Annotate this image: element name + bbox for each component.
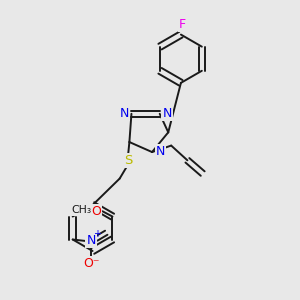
Text: S: S [124, 154, 132, 167]
Text: O⁻: O⁻ [83, 257, 100, 271]
Text: F: F [178, 18, 186, 31]
Text: +: + [93, 229, 101, 238]
Text: CH₃: CH₃ [71, 206, 91, 215]
Text: N: N [119, 107, 129, 120]
Text: N: N [162, 107, 172, 120]
Text: N: N [156, 145, 165, 158]
Text: O: O [91, 205, 100, 218]
Text: N: N [86, 235, 96, 248]
